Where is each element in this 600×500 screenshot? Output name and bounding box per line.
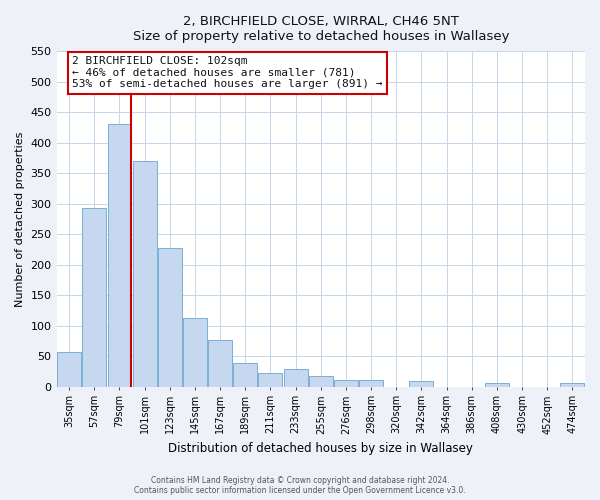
Bar [158,248,182,386]
X-axis label: Distribution of detached houses by size in Wallasey: Distribution of detached houses by size … [169,442,473,455]
Bar [284,369,308,386]
Text: Contains HM Land Registry data © Crown copyright and database right 2024.
Contai: Contains HM Land Registry data © Crown c… [134,476,466,495]
Bar [560,384,584,386]
Bar [309,376,333,386]
Bar [208,340,232,386]
Bar [409,381,433,386]
Bar [359,380,383,386]
Bar [57,352,81,386]
Title: 2, BIRCHFIELD CLOSE, WIRRAL, CH46 5NT
Size of property relative to detached hous: 2, BIRCHFIELD CLOSE, WIRRAL, CH46 5NT Si… [133,15,509,43]
Bar [107,124,131,386]
Y-axis label: Number of detached properties: Number of detached properties [15,131,25,306]
Bar [82,208,106,386]
Text: 2 BIRCHFIELD CLOSE: 102sqm
← 46% of detached houses are smaller (781)
53% of sem: 2 BIRCHFIELD CLOSE: 102sqm ← 46% of deta… [73,56,383,90]
Bar [259,373,283,386]
Bar [485,384,509,386]
Bar [133,162,157,386]
Bar [233,364,257,386]
Bar [334,380,358,386]
Bar [183,318,207,386]
